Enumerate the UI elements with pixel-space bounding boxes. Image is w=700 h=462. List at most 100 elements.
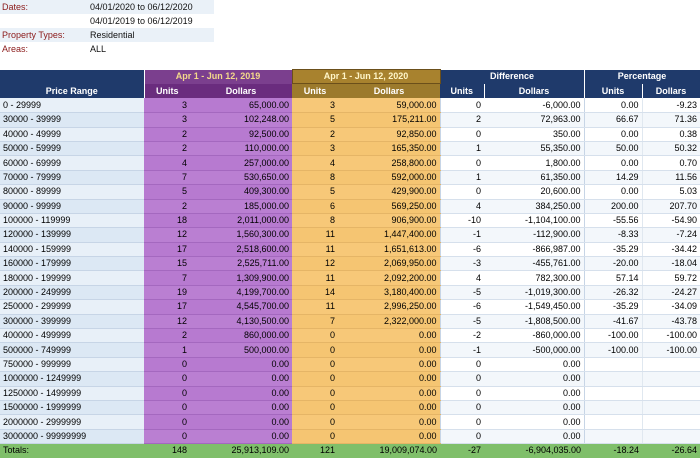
table-row: 0 - 29999 3 65,000.00 3 59,000.00 0 -6,000.00 0… <box>0 98 700 114</box>
units-2019-cell: 0 <box>144 414 190 430</box>
units-diff-cell: 0 <box>439 98 485 114</box>
dates-value-previous: 04/01/2019 to 06/12/2019 <box>90 16 193 26</box>
units-diff-cell: -10 <box>439 213 485 229</box>
units-diff-cell: 1 <box>439 141 485 157</box>
col-price-range: Price Range <box>0 83 145 99</box>
units-2020-cell: 0 <box>292 371 339 387</box>
dollars-diff-cell: -1,104,100.00 <box>484 213 585 229</box>
dollars-diff-cell: 20,600.00 <box>484 184 585 200</box>
dollars-2020-cell: 592,000.00 <box>338 170 441 186</box>
header-2020: Apr 1 - Jun 12, 2020 <box>291 68 441 85</box>
table-row: 1000000 - 1249999 0 0.00 0 0.00 0 0.00 <box>0 371 700 387</box>
dollars-diff-cell: -1,808,500.00 <box>484 314 585 330</box>
units-diff-cell: 0 <box>439 155 485 171</box>
units-2020-cell: 0 <box>292 414 339 430</box>
dollars-pct-cell: -100.00 <box>641 342 700 358</box>
price-range-cell: 0 - 29999 <box>0 98 144 114</box>
units-2019-cell: 0 <box>144 400 190 416</box>
units-2020-cell: 14 <box>292 285 339 301</box>
units-2020-cell: 6 <box>292 199 339 214</box>
dollars-2020-cell: 0.00 <box>338 342 441 358</box>
units-2020-cell: 11 <box>292 270 339 286</box>
table-row: 400000 - 499999 2 860,000.00 0 0.00 -2 -860,00… <box>0 328 700 344</box>
price-range-cell: 90000 - 99999 <box>0 199 144 214</box>
dollars-pct-cell: -9.23 <box>641 98 700 114</box>
dollars-2019-cell: 2,525,711.00 <box>190 256 293 272</box>
totals-dollars-2020: 19,009,074.00 <box>338 443 441 458</box>
dollars-pct-cell <box>641 429 700 445</box>
table-row: 200000 - 249999 19 4,199,700.00 14 3,180,400… <box>0 285 700 301</box>
dollars-diff-cell: -1,019,300.00 <box>484 285 585 301</box>
table-row: 100000 - 119999 18 2,011,000.00 8 906,900.00… <box>0 213 700 229</box>
table-row: 250000 - 299999 17 4,545,700.00 11 2,996,250… <box>0 299 700 315</box>
dollars-2019-cell: 4,130,500.00 <box>190 314 293 330</box>
dollars-2020-cell: 0.00 <box>338 414 441 430</box>
units-2020-cell: 12 <box>292 256 339 272</box>
dollars-2019-cell: 0.00 <box>190 414 293 430</box>
dollars-2019-cell: 65,000.00 <box>190 98 293 114</box>
table-row: 750000 - 999999 0 0.00 0 0.00 0 0.00 <box>0 357 700 373</box>
dollars-pct-cell: -34.09 <box>641 299 700 315</box>
units-2019-cell: 2 <box>144 141 190 157</box>
dollars-2019-cell: 409,300.00 <box>190 184 293 200</box>
filter-property-types-row: Property Types: Residential <box>0 28 214 42</box>
price-range-cell: 40000 - 49999 <box>0 127 144 142</box>
price-range-cell: 200000 - 249999 <box>0 285 144 301</box>
table-row: 30000 - 39999 3 102,248.00 5 175,211.00 2 72,9… <box>0 112 700 128</box>
totals-units-2020: 121 <box>292 443 339 458</box>
report-filters: Dates: 04/01/2020 to 06/12/2020 04/01/20… <box>0 0 214 56</box>
col-units-2019: Units <box>144 83 190 99</box>
price-range-cell: 140000 - 159999 <box>0 242 144 258</box>
units-2019-cell: 0 <box>144 357 190 373</box>
dollars-2020-cell: 59,000.00 <box>338 98 441 114</box>
units-pct-cell: -35.29 <box>583 299 643 315</box>
totals-dollars-2019: 25,913,109.00 <box>190 443 293 458</box>
price-range-cell: 400000 - 499999 <box>0 328 144 344</box>
blank-header <box>0 69 145 84</box>
dollars-2020-cell: 0.00 <box>338 357 441 373</box>
price-range-cell: 1500000 - 1999999 <box>0 400 144 416</box>
col-dollars-diff: Dollars <box>484 83 585 99</box>
units-diff-cell: -5 <box>439 314 485 330</box>
units-2020-cell: 7 <box>292 314 339 330</box>
filter-dates-row: Dates: 04/01/2020 to 06/12/2020 <box>0 0 214 14</box>
units-pct-cell: -100.00 <box>583 342 643 358</box>
units-2020-cell: 11 <box>292 242 339 258</box>
dollars-2020-cell: 3,180,400.00 <box>338 285 441 301</box>
dollars-2019-cell: 185,000.00 <box>190 199 293 214</box>
dollars-2020-cell: 2,092,200.00 <box>338 270 441 286</box>
table-row: 2000000 - 2999999 0 0.00 0 0.00 0 0.00 <box>0 414 700 430</box>
units-pct-cell <box>583 414 643 430</box>
col-units-2020: Units <box>292 83 339 99</box>
dollars-2020-cell: 1,447,400.00 <box>338 227 441 243</box>
filter-areas-row: Areas: ALL <box>0 42 214 56</box>
units-diff-cell: 0 <box>439 127 485 142</box>
price-range-cell: 250000 - 299999 <box>0 299 144 315</box>
units-2020-cell: 0 <box>292 386 339 401</box>
totals-units-2019: 148 <box>144 443 190 458</box>
dollars-2020-cell: 569,250.00 <box>338 199 441 214</box>
column-header-row: Price Range Units Dollars Units Dollars … <box>0 83 700 99</box>
property-types-value: Residential <box>90 30 135 40</box>
units-diff-cell: 0 <box>439 386 485 401</box>
table-row: 80000 - 89999 5 409,300.00 5 429,900.00 0 20,6… <box>0 184 700 200</box>
units-2019-cell: 2 <box>144 199 190 214</box>
dollars-2019-cell: 0.00 <box>190 400 293 416</box>
units-pct-cell: -26.32 <box>583 285 643 301</box>
units-2020-cell: 2 <box>292 127 339 142</box>
units-2020-cell: 11 <box>292 227 339 243</box>
dollars-2020-cell: 2,996,250.00 <box>338 299 441 315</box>
property-types-label: Property Types: <box>2 30 65 40</box>
units-pct-cell <box>583 357 643 373</box>
dollars-diff-cell: 72,963.00 <box>484 112 585 128</box>
dollars-2020-cell: 906,900.00 <box>338 213 441 229</box>
units-diff-cell: 1 <box>439 170 485 186</box>
units-pct-cell: 66.67 <box>583 112 643 128</box>
dollars-diff-cell: 55,350.00 <box>484 141 585 157</box>
dollars-diff-cell: 0.00 <box>484 414 585 430</box>
units-pct-cell: 0.00 <box>583 184 643 200</box>
units-pct-cell <box>583 400 643 416</box>
units-2019-cell: 0 <box>144 386 190 401</box>
price-range-cell: 80000 - 89999 <box>0 184 144 200</box>
dollars-pct-cell: -100.00 <box>641 328 700 344</box>
